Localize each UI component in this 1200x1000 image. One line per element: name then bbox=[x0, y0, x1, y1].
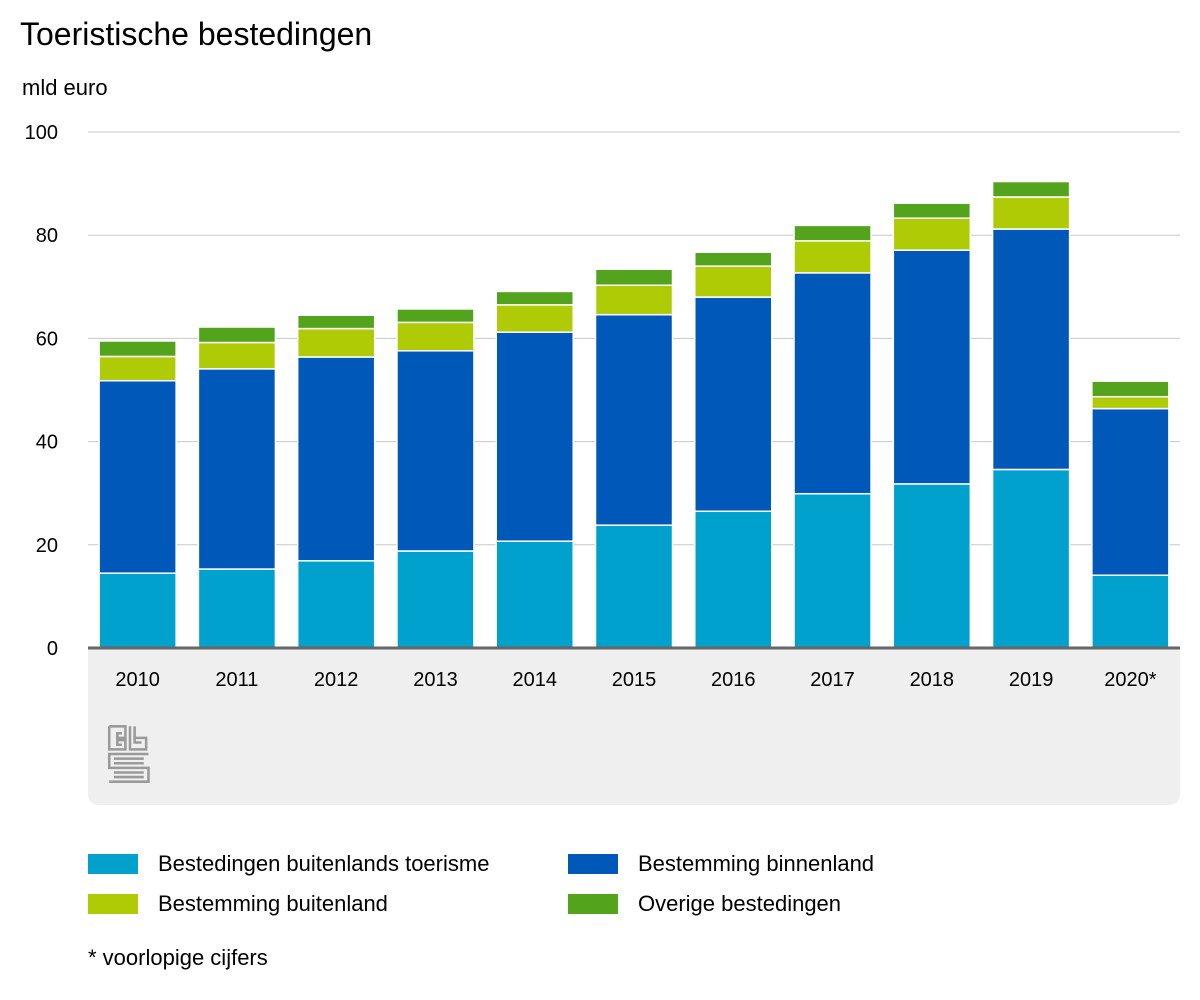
bar-segment bbox=[1091, 380, 1170, 398]
y-tick-label: 100 bbox=[25, 122, 58, 144]
legend-swatch bbox=[568, 894, 618, 914]
footnote: * voorlopige cijfers bbox=[88, 945, 268, 970]
bar-segment bbox=[396, 321, 475, 352]
bar-segment bbox=[694, 296, 773, 513]
x-tick-label: 2013 bbox=[413, 669, 458, 691]
x-axis-panel bbox=[88, 648, 1180, 805]
x-tick-label: 2016 bbox=[711, 669, 756, 691]
bar-segment bbox=[694, 265, 773, 298]
y-tick-label: 40 bbox=[36, 432, 58, 454]
chart-title: Toeristische bestedingen bbox=[20, 16, 373, 52]
x-tick-label: 2015 bbox=[612, 669, 657, 691]
bar-segment bbox=[793, 224, 872, 242]
legend-swatch bbox=[88, 894, 138, 914]
bar-segment bbox=[296, 314, 376, 330]
bar-segment bbox=[98, 572, 177, 649]
bar-segment bbox=[594, 313, 674, 526]
x-tick-label: 2020* bbox=[1104, 669, 1156, 691]
legend-label: Overige bestedingen bbox=[638, 891, 842, 916]
bar-segment bbox=[495, 290, 574, 306]
bar-segment bbox=[98, 355, 177, 382]
y-tick-label: 0 bbox=[47, 638, 58, 660]
bar-segment bbox=[495, 540, 574, 649]
x-tick-label: 2019 bbox=[1009, 669, 1054, 691]
y-tick-label: 20 bbox=[36, 535, 58, 557]
bar-segment bbox=[991, 180, 1071, 198]
legend-swatch bbox=[568, 854, 618, 874]
x-tick-label: 2017 bbox=[810, 669, 855, 691]
y-axis-unit-label: mld euro bbox=[22, 75, 108, 100]
x-tick-label: 2018 bbox=[910, 669, 955, 691]
bar-segment bbox=[197, 368, 277, 570]
legend-item-overige-bestedingen: Overige bestedingen bbox=[568, 890, 841, 918]
legend-item-buitenlands-toerisme: Bestedingen buitenlands toerisme bbox=[88, 850, 489, 878]
bar-segment bbox=[296, 560, 376, 649]
bar-segment bbox=[396, 550, 475, 649]
bar-segment bbox=[991, 228, 1071, 471]
bar-segment bbox=[1091, 395, 1170, 410]
bar-segment bbox=[892, 217, 972, 251]
bar-segment bbox=[1091, 407, 1170, 576]
bar-segment bbox=[594, 524, 674, 649]
bar-segment bbox=[892, 249, 972, 485]
legend-label: Bestemming binnenland bbox=[638, 851, 875, 876]
bar-segment bbox=[594, 284, 674, 316]
bar-segment bbox=[98, 379, 177, 574]
bar-segment bbox=[396, 308, 475, 324]
x-tick-label: 2010 bbox=[115, 669, 160, 691]
y-tick-label: 60 bbox=[36, 328, 58, 350]
bar-segment bbox=[396, 350, 475, 552]
bar-segment bbox=[694, 510, 773, 649]
bar-segment bbox=[296, 327, 376, 358]
bar-segment bbox=[793, 492, 872, 649]
y-tick-label: 80 bbox=[36, 225, 58, 247]
bar-segment bbox=[495, 304, 574, 333]
x-tick-label: 2011 bbox=[215, 669, 258, 691]
bar-segment bbox=[892, 483, 972, 649]
bar-segment bbox=[197, 568, 277, 649]
bar-segment bbox=[991, 468, 1071, 649]
bar-segment bbox=[197, 341, 277, 370]
bar-segment bbox=[793, 272, 872, 495]
legend-item-bestemming-binnenland: Bestemming binnenland bbox=[568, 850, 874, 878]
bar-segment bbox=[495, 331, 574, 542]
bar-segment bbox=[793, 240, 872, 274]
bar-segment bbox=[991, 196, 1071, 230]
bar-segment bbox=[892, 202, 972, 219]
legend-label: Bestedingen buitenlands toerisme bbox=[158, 851, 490, 876]
bar-segment bbox=[98, 340, 177, 358]
legend-label: Bestemming buitenland bbox=[158, 891, 388, 916]
legend-item-bestemming-buitenland: Bestemming buitenland bbox=[88, 890, 388, 918]
x-tick-label: 2012 bbox=[314, 669, 359, 691]
bar-segment bbox=[296, 356, 376, 562]
bar-segment bbox=[1091, 574, 1170, 649]
stacked-bar-chart: 0 20 40 60 80 100 2010 2011 2012 2013 2014 2015 2016… bbox=[25, 122, 1180, 805]
x-tick-label: 2014 bbox=[512, 669, 557, 691]
bar-segment bbox=[594, 268, 674, 287]
legend-swatch bbox=[88, 854, 138, 874]
cbs-logo-icon bbox=[107, 725, 150, 783]
bar-segment bbox=[197, 326, 277, 344]
bar-segment bbox=[694, 251, 773, 267]
